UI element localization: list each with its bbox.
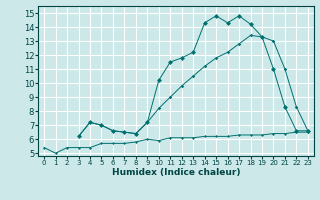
- X-axis label: Humidex (Indice chaleur): Humidex (Indice chaleur): [112, 168, 240, 177]
